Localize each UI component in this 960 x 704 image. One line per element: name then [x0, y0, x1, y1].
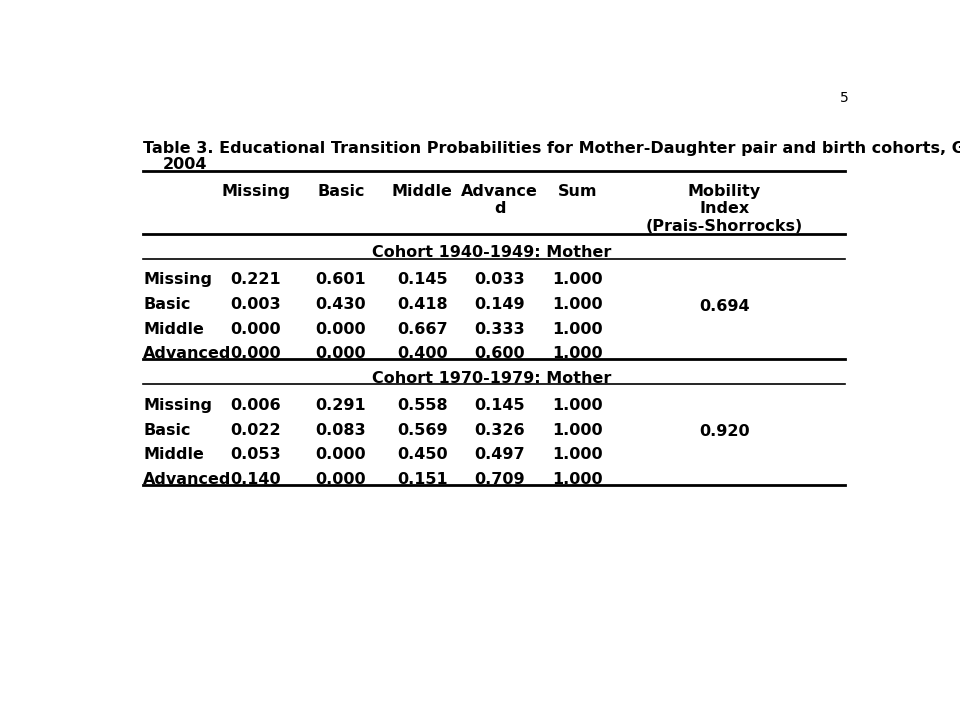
- Text: 2004: 2004: [162, 157, 207, 172]
- Text: 0.145: 0.145: [396, 272, 447, 287]
- Text: 1.000: 1.000: [552, 272, 603, 287]
- Text: 0.333: 0.333: [474, 322, 525, 337]
- Text: 0.151: 0.151: [396, 472, 447, 486]
- Text: 0.022: 0.022: [230, 422, 281, 437]
- Text: Middle: Middle: [392, 184, 453, 199]
- Text: 1.000: 1.000: [552, 447, 603, 462]
- Text: 0.000: 0.000: [316, 322, 366, 337]
- Text: Missing: Missing: [143, 272, 212, 287]
- Text: 1.000: 1.000: [552, 422, 603, 437]
- Text: 0.149: 0.149: [474, 297, 525, 312]
- Text: Basic: Basic: [143, 422, 191, 437]
- Text: 0.000: 0.000: [230, 346, 281, 361]
- Text: 0.601: 0.601: [316, 272, 366, 287]
- Text: Cohort 1940-1949: Mother: Cohort 1940-1949: Mother: [372, 246, 612, 260]
- Text: Advanced: Advanced: [143, 472, 231, 486]
- Text: Advanced: Advanced: [143, 346, 231, 361]
- Text: 0.667: 0.667: [396, 322, 447, 337]
- Text: Middle: Middle: [143, 447, 204, 462]
- Text: 0.430: 0.430: [316, 297, 366, 312]
- Text: Middle: Middle: [143, 322, 204, 337]
- Text: 0.569: 0.569: [396, 422, 447, 437]
- Text: 0.003: 0.003: [230, 297, 281, 312]
- Text: 1.000: 1.000: [552, 472, 603, 486]
- Text: Advance
d: Advance d: [462, 184, 539, 216]
- Text: 0.033: 0.033: [474, 272, 525, 287]
- Text: 0.000: 0.000: [230, 322, 281, 337]
- Text: 0.006: 0.006: [230, 398, 281, 413]
- Text: 0.000: 0.000: [316, 472, 366, 486]
- Text: 1.000: 1.000: [552, 297, 603, 312]
- Text: Missing: Missing: [143, 398, 212, 413]
- Text: 1.000: 1.000: [552, 346, 603, 361]
- Text: 0.920: 0.920: [699, 425, 750, 439]
- Text: 0.000: 0.000: [316, 447, 366, 462]
- Text: 0.326: 0.326: [474, 422, 525, 437]
- Text: 0.221: 0.221: [230, 272, 281, 287]
- Text: Mobility
Index
(Prais-Shorrocks): Mobility Index (Prais-Shorrocks): [646, 184, 804, 234]
- Text: 0.709: 0.709: [474, 472, 525, 486]
- Text: Basic: Basic: [317, 184, 365, 199]
- Text: 0.694: 0.694: [699, 298, 750, 314]
- Text: 0.291: 0.291: [316, 398, 366, 413]
- Text: 0.600: 0.600: [474, 346, 525, 361]
- Text: 0.145: 0.145: [474, 398, 525, 413]
- Text: Missing: Missing: [221, 184, 290, 199]
- Text: 0.083: 0.083: [316, 422, 366, 437]
- Text: 0.450: 0.450: [396, 447, 447, 462]
- Text: 0.558: 0.558: [396, 398, 447, 413]
- Text: 0.418: 0.418: [396, 297, 447, 312]
- Text: 1.000: 1.000: [552, 398, 603, 413]
- Text: 0.053: 0.053: [230, 447, 281, 462]
- Text: Table 3. Educational Transition Probabilities for Mother-Daughter pair and birth: Table 3. Educational Transition Probabil…: [143, 142, 960, 156]
- Text: Basic: Basic: [143, 297, 191, 312]
- Text: 0.497: 0.497: [474, 447, 525, 462]
- Text: 0.140: 0.140: [230, 472, 281, 486]
- Text: 1.000: 1.000: [552, 322, 603, 337]
- Text: 0.400: 0.400: [396, 346, 447, 361]
- Text: 5: 5: [840, 92, 849, 106]
- Text: 0.000: 0.000: [316, 346, 366, 361]
- Text: Sum: Sum: [558, 184, 597, 199]
- Text: Cohort 1970-1979: Mother: Cohort 1970-1979: Mother: [372, 371, 612, 386]
